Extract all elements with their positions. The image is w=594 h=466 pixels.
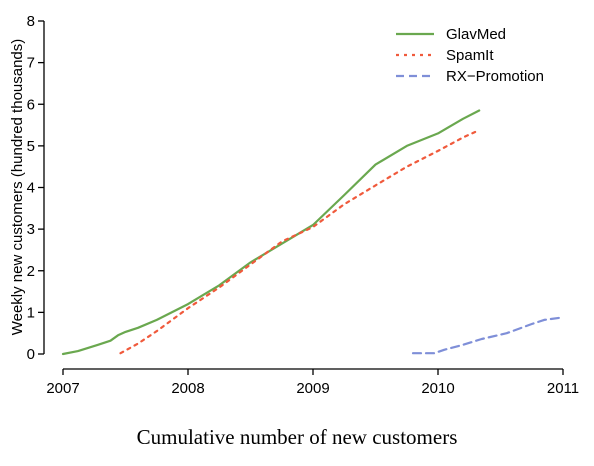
y-tick-label: 5 xyxy=(27,138,35,155)
y-tick-label: 6 xyxy=(27,96,35,113)
y-tick-label: 4 xyxy=(27,180,35,197)
y-axis-label: Weekly new customers (hundred thousands) xyxy=(9,39,26,336)
y-tick-label: 0 xyxy=(27,346,35,363)
legend: GlavMed SpamIt RX−Promotion xyxy=(396,26,544,85)
y-tick-label: 8 xyxy=(27,13,35,30)
legend-label-rx-promotion: RX−Promotion xyxy=(446,68,544,85)
y-tick-label: 3 xyxy=(27,221,35,238)
series-line-spamit xyxy=(119,129,481,355)
series-line-glavmed xyxy=(61,109,481,356)
series-lines xyxy=(61,109,565,356)
y-tick-label: 1 xyxy=(27,304,35,321)
x-tick-label: 2008 xyxy=(171,380,204,397)
axes: 0 1 2 3 4 5 6 7 8 2007 2008 2009 2010 2011 xyxy=(27,13,579,397)
x-tick-label: 2007 xyxy=(46,380,79,397)
figure-caption: Cumulative number of new customers xyxy=(136,425,458,449)
x-tick-label: 2010 xyxy=(421,380,454,397)
series-line-rx-promotion xyxy=(411,316,565,355)
x-tick-label: 2009 xyxy=(296,380,329,397)
y-tick-label: 7 xyxy=(27,55,35,72)
legend-label-glavmed: GlavMed xyxy=(446,26,506,43)
y-tick-label: 2 xyxy=(27,263,35,280)
legend-label-spamit: SpamIt xyxy=(446,47,494,64)
x-tick-label: 2011 xyxy=(547,380,579,397)
